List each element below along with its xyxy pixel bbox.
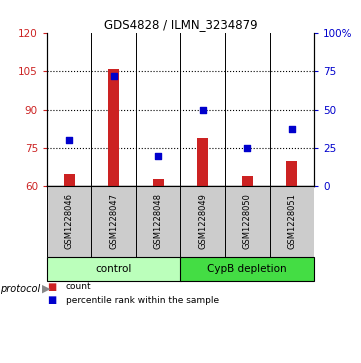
Text: protocol: protocol <box>0 284 40 294</box>
Point <box>66 137 72 143</box>
Bar <box>47 186 91 257</box>
Text: ■: ■ <box>47 295 56 305</box>
Text: ■: ■ <box>47 282 56 292</box>
Text: percentile rank within the sample: percentile rank within the sample <box>66 295 219 305</box>
Bar <box>180 186 225 257</box>
Bar <box>270 186 314 257</box>
Text: ▶: ▶ <box>42 284 50 294</box>
Text: count: count <box>66 282 91 291</box>
Bar <box>91 186 136 257</box>
Point <box>244 145 250 151</box>
Point <box>155 153 161 159</box>
Text: GSM1228051: GSM1228051 <box>287 193 296 249</box>
Bar <box>64 174 75 186</box>
Bar <box>47 257 180 281</box>
Text: control: control <box>96 264 132 274</box>
Bar <box>286 161 297 186</box>
Text: GSM1228050: GSM1228050 <box>243 193 252 249</box>
Bar <box>153 179 164 186</box>
Bar <box>242 176 253 186</box>
Point <box>200 107 206 113</box>
Text: GSM1228048: GSM1228048 <box>154 193 163 249</box>
Bar <box>197 138 208 186</box>
Bar <box>136 186 180 257</box>
Bar <box>108 69 119 186</box>
Text: GSM1228049: GSM1228049 <box>198 193 207 249</box>
Point <box>111 73 117 79</box>
Title: GDS4828 / ILMN_3234879: GDS4828 / ILMN_3234879 <box>104 19 257 32</box>
Text: GSM1228047: GSM1228047 <box>109 193 118 249</box>
Point <box>289 127 295 132</box>
Bar <box>180 257 314 281</box>
Bar <box>225 186 270 257</box>
Text: CypB depletion: CypB depletion <box>208 264 287 274</box>
Text: GSM1228046: GSM1228046 <box>65 193 74 249</box>
